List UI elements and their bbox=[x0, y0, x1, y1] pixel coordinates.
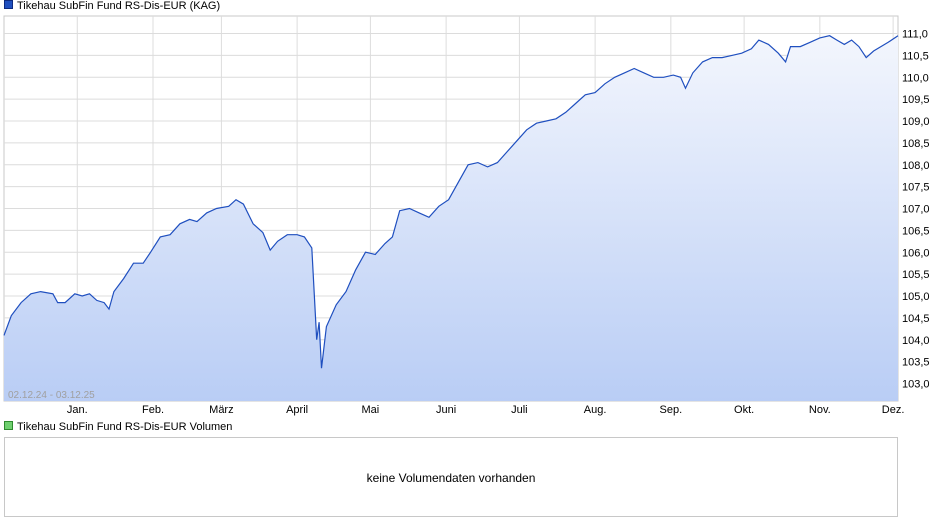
y-tick-label: 110,5 bbox=[902, 50, 929, 62]
x-tick-label: Dez. bbox=[882, 404, 905, 416]
y-tick-label: 105,0 bbox=[902, 291, 930, 303]
x-tick-label: Okt. bbox=[734, 404, 754, 416]
y-tick-label: 105,5 bbox=[902, 269, 930, 281]
price-chart: 103,0 103,5 104,0 104,5 105,0 105,5 106,0 106,5… bbox=[3, 15, 930, 416]
volume-legend: Tikehau SubFin Fund RS-Dis-EUR Volumen bbox=[4, 421, 232, 434]
y-tick-label: 111,0 bbox=[902, 29, 928, 41]
y-tick-label: 104,0 bbox=[902, 335, 930, 347]
y-tick-label: 106,0 bbox=[902, 247, 930, 259]
y-tick-label: 108,0 bbox=[902, 160, 930, 172]
price-area bbox=[4, 35, 898, 401]
y-tick-label: 104,5 bbox=[902, 313, 930, 325]
y-axis: 103,0 103,5 104,0 104,5 105,0 105,5 106,0 106,5… bbox=[902, 29, 930, 391]
volume-empty-message: keine Volumendaten vorhanden bbox=[366, 471, 536, 485]
x-tick-label: April bbox=[286, 404, 308, 416]
y-tick-label: 109,0 bbox=[902, 116, 930, 128]
volume-panel: keine Volumendaten vorhanden bbox=[4, 437, 898, 517]
x-tick-label: März bbox=[209, 404, 233, 416]
y-tick-label: 109,5 bbox=[902, 94, 930, 106]
y-tick-label: 108,5 bbox=[902, 138, 930, 150]
x-axis: Jan. Feb. März April Mai Juni Juli Aug. Sep. Okt.… bbox=[67, 404, 905, 416]
y-tick-label: 107,0 bbox=[902, 204, 930, 216]
y-tick-label: 103,5 bbox=[902, 357, 930, 369]
x-tick-label: Feb. bbox=[142, 404, 164, 416]
x-tick-label: Jan. bbox=[67, 404, 88, 416]
x-tick-label: Juli bbox=[511, 404, 528, 416]
y-tick-label: 110,0 bbox=[902, 72, 929, 84]
volume-legend-swatch bbox=[4, 421, 13, 430]
y-tick-label: 106,5 bbox=[902, 225, 930, 237]
x-tick-label: Juni bbox=[436, 404, 456, 416]
x-tick-label: Mai bbox=[362, 404, 380, 416]
volume-legend-label: Tikehau SubFin Fund RS-Dis-EUR Volumen bbox=[17, 421, 233, 433]
price-legend: Tikehau SubFin Fund RS-Dis-EUR (KAG) bbox=[4, 0, 220, 13]
y-tick-label: 103,0 bbox=[902, 379, 930, 391]
price-line bbox=[3, 35, 899, 369]
x-tick-label: Nov. bbox=[809, 404, 831, 416]
y-tick-label: 107,5 bbox=[902, 182, 930, 194]
x-tick-label: Sep. bbox=[660, 404, 683, 416]
x-tick-label: Aug. bbox=[584, 404, 607, 416]
date-range-label: 02.12.24 - 03.12.25 bbox=[8, 390, 95, 401]
price-legend-label: Tikehau SubFin Fund RS-Dis-EUR (KAG) bbox=[17, 0, 221, 12]
price-legend-swatch bbox=[4, 0, 13, 9]
